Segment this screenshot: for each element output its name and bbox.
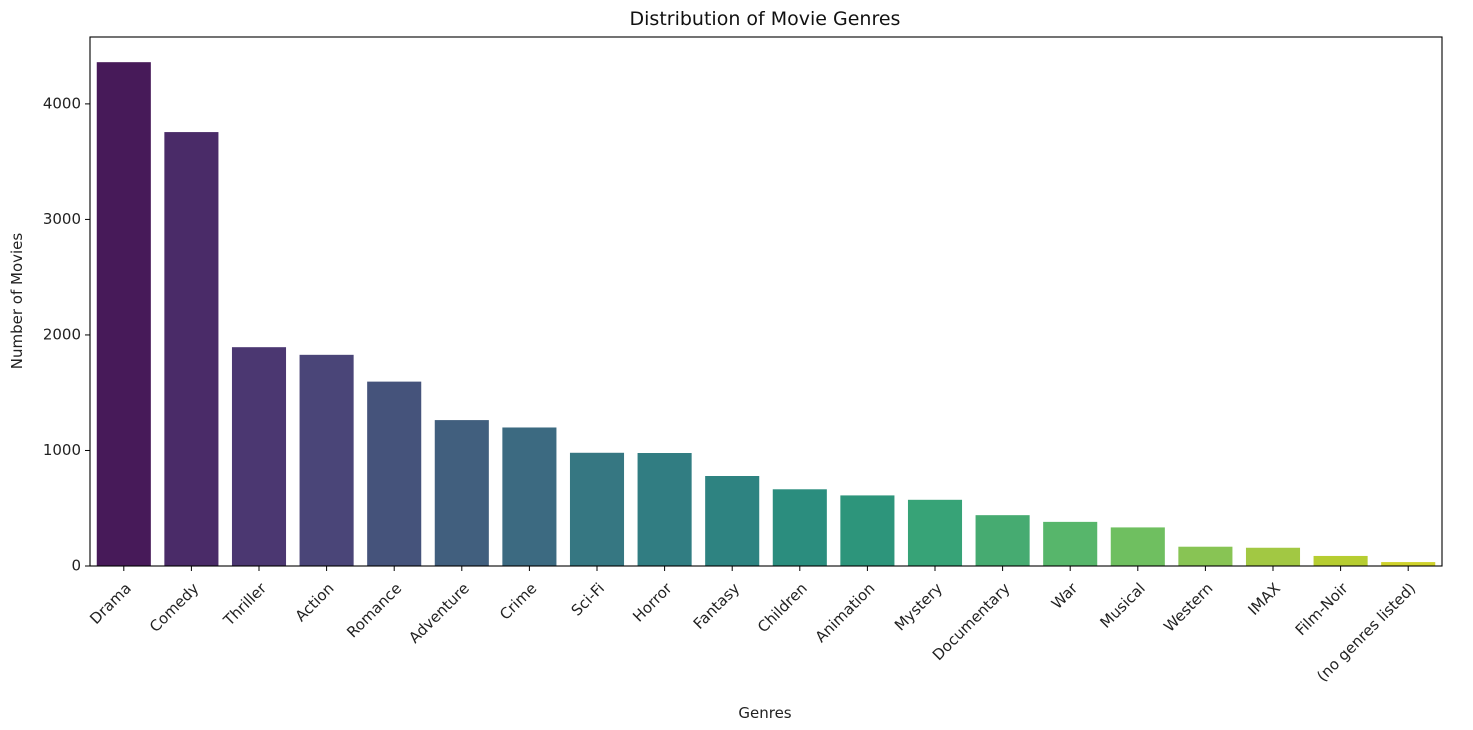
x-tick-label: Drama [86, 579, 135, 628]
bar-horror [637, 453, 692, 566]
bar-children [772, 489, 827, 566]
bar-sci-fi [569, 452, 625, 566]
bar-adventure [434, 420, 489, 566]
x-tick-label: Film-Noir [1292, 579, 1352, 639]
bar-thriller [231, 347, 287, 566]
bar-crime [502, 427, 557, 566]
y-tick-label: 4000 [43, 94, 81, 112]
x-tick-label: Western [1160, 579, 1216, 635]
bar-mystery [907, 499, 963, 566]
x-tick-label: Musical [1096, 579, 1148, 631]
y-tick-label: 3000 [43, 210, 81, 228]
x-tick-label: Crime [496, 579, 540, 623]
x-tick-label: Children [754, 579, 811, 636]
bar-fantasy [705, 476, 760, 566]
y-tick-label: 2000 [43, 325, 81, 343]
plot-frame [89, 36, 1443, 567]
bar-western [1178, 546, 1233, 566]
bar-romance [367, 381, 422, 566]
x-tick-label: Fantasy [690, 579, 744, 633]
y-tick-label: 1000 [43, 441, 81, 459]
x-axis-title: Genres [738, 704, 791, 722]
bar-comedy [164, 132, 219, 566]
bar-film-noir [1313, 555, 1368, 566]
x-tick-label: Adventure [405, 579, 473, 647]
x-tick-label: Sci-Fi [568, 579, 608, 619]
bar-no-genres-listed [1381, 562, 1436, 566]
y-axis: 0 1000 2000 3000 4000 [43, 94, 90, 575]
x-tick-label: Animation [812, 579, 879, 646]
bar-war [1043, 521, 1098, 566]
x-tick-label: Thriller [219, 579, 270, 630]
y-axis-title: Number of Movies [8, 233, 26, 370]
bar-imax [1245, 547, 1301, 566]
chart-title: Distribution of Movie Genres [630, 8, 901, 30]
x-tick-label: IMAX [1244, 579, 1284, 619]
x-tick-label: War [1048, 579, 1082, 613]
bar-drama [96, 62, 151, 567]
x-tick-label: Horror [629, 579, 676, 626]
bar-animation [840, 495, 895, 566]
bar-musical [1110, 527, 1165, 566]
y-tick-label: 0 [71, 557, 81, 575]
x-axis: Drama Comedy Thriller Action Romance Adventur… [86, 566, 1419, 685]
x-tick-label: Mystery [891, 579, 946, 634]
bar-action [299, 354, 354, 566]
x-tick-label: Comedy [146, 579, 203, 636]
bars-layer [96, 62, 1436, 567]
bar-documentary [975, 515, 1030, 566]
x-tick-label: Action [292, 579, 338, 625]
x-tick-label: Romance [343, 579, 405, 641]
